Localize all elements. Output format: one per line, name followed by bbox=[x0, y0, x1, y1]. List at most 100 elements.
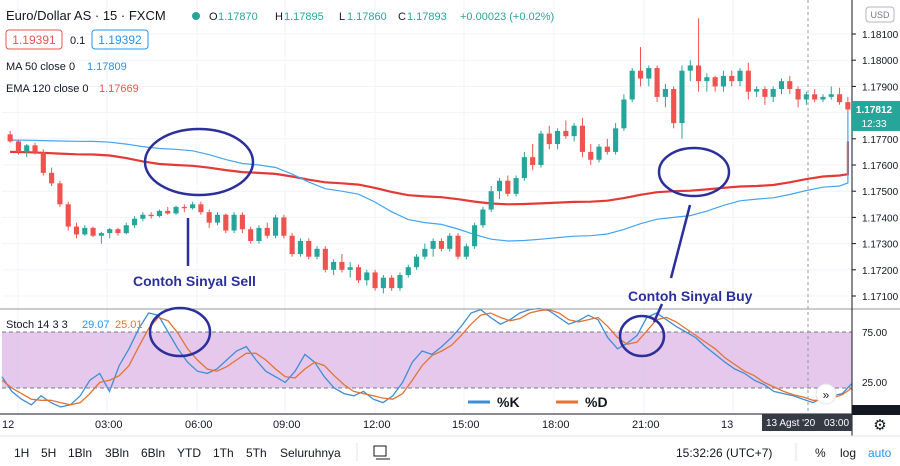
ma-legend-label[interactable]: MA 50 close 0 bbox=[6, 61, 75, 73]
stoch-axis-75: 75.00 bbox=[862, 328, 887, 339]
price-axis-label: 1.17700 bbox=[862, 135, 899, 146]
candle-body bbox=[256, 227, 262, 241]
candle-body bbox=[787, 81, 793, 90]
range-buttons[interactable]: 1H 5H 1Bln 3Bln 6Bln YTD 1Th 5Th Seluruh… bbox=[14, 446, 341, 460]
candle-body bbox=[803, 94, 809, 100]
time-axis[interactable]: 12 03:00 06:00 09:00 12:00 15:00 18:00 2… bbox=[2, 419, 733, 431]
sell-signal-circle bbox=[143, 127, 255, 197]
range-ytd[interactable]: YTD bbox=[177, 446, 201, 460]
spread-value: 0.1 bbox=[70, 35, 85, 47]
candle-body bbox=[812, 94, 818, 100]
candle-body bbox=[596, 146, 602, 160]
buy-stoch-pointer bbox=[652, 303, 664, 323]
stoch-value-marker bbox=[852, 405, 900, 415]
candle-body bbox=[173, 206, 179, 214]
gear-icon: ⚙ bbox=[873, 417, 886, 434]
candle-body bbox=[778, 81, 785, 90]
symbol-title[interactable]: Euro/Dollar AS · 15 · FXCM bbox=[6, 8, 166, 23]
candle-body bbox=[505, 180, 511, 194]
ema-120-path bbox=[10, 141, 849, 206]
sell-price: 1.19391 bbox=[12, 33, 56, 47]
log-scale-toggle[interactable]: log bbox=[840, 446, 856, 460]
sell-stoch-circle bbox=[148, 306, 212, 358]
candle-body bbox=[637, 70, 644, 79]
candle-body bbox=[223, 214, 229, 231]
scroll-to-realtime-button[interactable]: » bbox=[815, 383, 837, 405]
candle-body bbox=[107, 229, 113, 234]
auto-scale-toggle[interactable]: auto bbox=[868, 446, 892, 460]
ema-legend-label[interactable]: EMA 120 close 0 bbox=[6, 83, 89, 95]
stoch-k-line bbox=[1, 307, 853, 408]
candle-body bbox=[695, 65, 702, 82]
range-all[interactable]: Seluruhnya bbox=[280, 446, 341, 460]
candle-body bbox=[828, 94, 834, 97]
price-axis[interactable]: 1.181001.180001.179001.178001.177001.176… bbox=[852, 30, 899, 303]
candle-body bbox=[297, 240, 304, 255]
market-status-dot bbox=[192, 12, 200, 20]
candle-body bbox=[754, 89, 760, 92]
candle-body bbox=[380, 277, 386, 289]
ohlc-change: +0.00023 (+0.02%) bbox=[460, 11, 554, 23]
candle-body bbox=[73, 226, 80, 235]
crosshair-date: 13 Agst '20 bbox=[766, 418, 816, 429]
candle-body bbox=[248, 229, 254, 241]
currency-badge[interactable]: USD bbox=[865, 6, 895, 23]
candle-body bbox=[629, 70, 635, 100]
candle-body bbox=[314, 248, 320, 257]
candle-body bbox=[571, 125, 577, 137]
candle-body bbox=[430, 240, 436, 249]
candle-body bbox=[181, 206, 187, 209]
range-1h[interactable]: 1H bbox=[14, 446, 29, 460]
range-5h[interactable]: 5H bbox=[41, 446, 56, 460]
candle-body bbox=[206, 212, 212, 223]
candle-body bbox=[32, 145, 38, 153]
candle-body bbox=[190, 204, 196, 209]
candle-body bbox=[762, 89, 768, 97]
sell-button[interactable]: 1.19391 bbox=[5, 29, 63, 50]
candle-body bbox=[662, 89, 668, 97]
goto-date-button[interactable] bbox=[373, 445, 390, 460]
candle-body bbox=[820, 96, 826, 100]
range-5th[interactable]: 5Th bbox=[246, 446, 267, 460]
last-price-marker: 1.17812 12:33 bbox=[852, 101, 900, 131]
ohlc-c-value: 1.17893 bbox=[407, 11, 447, 23]
range-3bln[interactable]: 3Bln bbox=[105, 446, 129, 460]
clock-timezone[interactable]: 15:32:26 (UTC+7) bbox=[676, 446, 772, 460]
candle-body bbox=[579, 125, 586, 152]
candlestick-series[interactable] bbox=[7, 18, 851, 294]
candle-body bbox=[621, 99, 627, 129]
stochastic-lines bbox=[1, 307, 853, 408]
percent-scale-toggle[interactable]: % bbox=[815, 446, 826, 460]
ohlc-o-label: O bbox=[209, 11, 218, 23]
buy-button[interactable]: 1.19392 bbox=[91, 29, 149, 50]
candle-body bbox=[306, 240, 312, 257]
currency-label: USD bbox=[870, 10, 890, 20]
range-6bln[interactable]: 6Bln bbox=[141, 446, 165, 460]
candle-body bbox=[679, 70, 685, 124]
stoch-legend-label[interactable]: Stoch 14 3 3 bbox=[6, 319, 68, 331]
candle-body bbox=[671, 89, 677, 124]
buy-signal-label: Contoh Sinyal Buy bbox=[628, 288, 753, 304]
time-label: 09:00 bbox=[273, 419, 301, 431]
ohlc-c-label: C bbox=[398, 11, 406, 23]
price-axis-label: 1.17300 bbox=[862, 240, 899, 251]
candle-body bbox=[264, 227, 270, 236]
price-axis-label: 1.17500 bbox=[862, 187, 899, 198]
candle-body bbox=[588, 151, 594, 160]
candle-body bbox=[405, 267, 411, 276]
candle-body bbox=[646, 68, 652, 79]
candle-body bbox=[530, 157, 536, 165]
candle-body bbox=[422, 248, 428, 257]
ohlc-h-value: 1.17895 bbox=[284, 11, 324, 23]
candle-body bbox=[654, 68, 660, 97]
candle-body bbox=[148, 214, 154, 217]
candle-body bbox=[836, 94, 843, 103]
bar-countdown: 12:33 bbox=[861, 119, 886, 130]
candle-body bbox=[331, 261, 337, 270]
chart-settings-button[interactable]: ⚙ bbox=[873, 417, 886, 434]
range-1th[interactable]: 1Th bbox=[213, 446, 234, 460]
range-1bln[interactable]: 1Bln bbox=[68, 446, 92, 460]
candle-body bbox=[90, 227, 96, 236]
candle-body bbox=[49, 172, 55, 184]
